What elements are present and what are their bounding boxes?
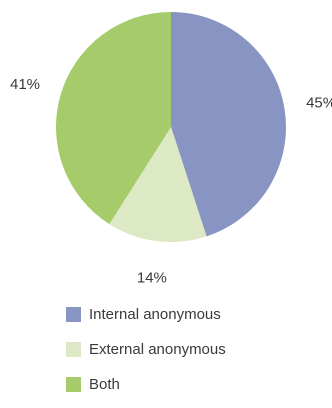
legend-item-internal-anonymous: Internal anonymous [66,303,226,325]
pie-slices [55,11,286,243]
pie-labels: 45% 14% 41% [10,76,332,286]
pie-slice-internal-anonymous [171,12,286,237]
pie-slice-external-anonymous [109,127,207,243]
legend-swatch-internal-anonymous [66,306,81,322]
legend-label-external-anonymous: External anonymous [89,340,226,358]
legend-swatch-external-anonymous [66,341,81,357]
pie-label-both: 41% [10,76,40,93]
pie-label-internal-anonymous: 45% [306,95,332,112]
pie-chart: 45% 14% 41% [10,11,332,286]
legend-label-internal-anonymous: Internal anonymous [89,305,221,323]
legend-item-external-anonymous: External anonymous [66,338,226,360]
pie-slice-both [55,11,171,225]
legend-swatch-both [66,376,81,392]
legend-label-both: Both [89,375,120,393]
pie-label-external-anonymous: 14% [137,269,167,286]
legend: Internal anonymous External anonymous Bo… [66,303,226,408]
legend-item-both: Both [66,373,226,395]
